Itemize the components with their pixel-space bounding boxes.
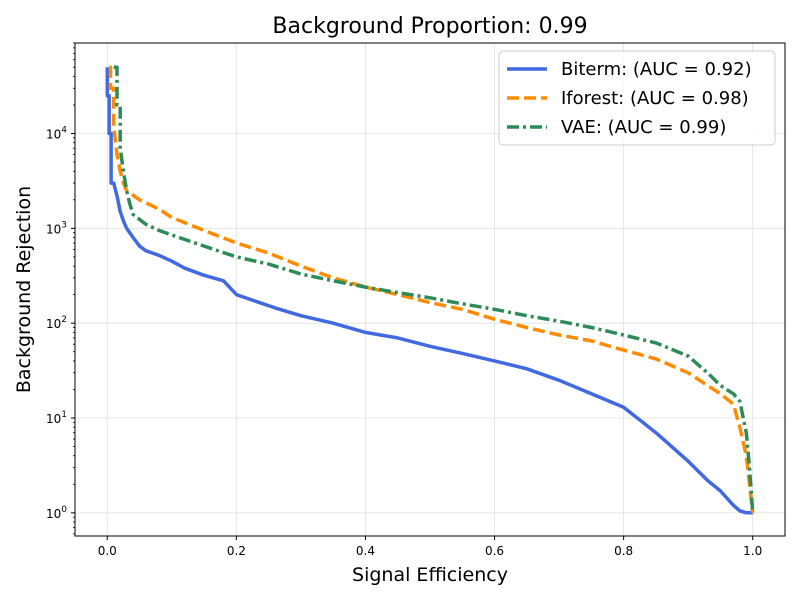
chart-title: Background Proportion: 0.99 xyxy=(272,14,587,39)
plot-frame xyxy=(74,42,786,537)
legend: Biterm: (AUC = 0.92) Iforest: (AUC = 0.98… xyxy=(498,50,776,146)
legend-box xyxy=(498,50,776,146)
x-tick-label: 0.0 xyxy=(98,544,117,558)
y-tick-label: 101 xyxy=(46,410,67,426)
x-axis-ticks: 0.0 0.2 0.4 0.6 0.8 1.0 xyxy=(98,536,762,558)
series-line-biterm xyxy=(105,67,753,515)
y-axis-ticks: 100 101 102 103 104 xyxy=(46,42,75,535)
legend-label: Biterm: (AUC = 0.92) xyxy=(561,59,752,80)
x-axis-label: Signal Efficiency xyxy=(352,564,508,586)
y-tick-label: 100 xyxy=(46,505,67,521)
x-tick-label: 0.4 xyxy=(356,544,375,558)
series-layer xyxy=(105,65,755,515)
series-line-iforest xyxy=(108,65,755,513)
x-tick-label: 0.2 xyxy=(227,544,246,558)
y-tick-label: 102 xyxy=(46,315,67,331)
y-tick-label: 103 xyxy=(46,220,67,236)
legend-label: VAE: (AUC = 0.99) xyxy=(561,117,726,138)
y-axis-label: Background Rejection xyxy=(13,186,35,393)
x-tick-label: 0.8 xyxy=(614,544,633,558)
series-line-vae xyxy=(113,65,755,513)
x-tick-label: 0.6 xyxy=(485,544,504,558)
y-tick-label: 104 xyxy=(46,125,67,141)
legend-label: Iforest: (AUC = 0.98) xyxy=(561,88,749,109)
x-tick-label: 1.0 xyxy=(743,544,762,558)
